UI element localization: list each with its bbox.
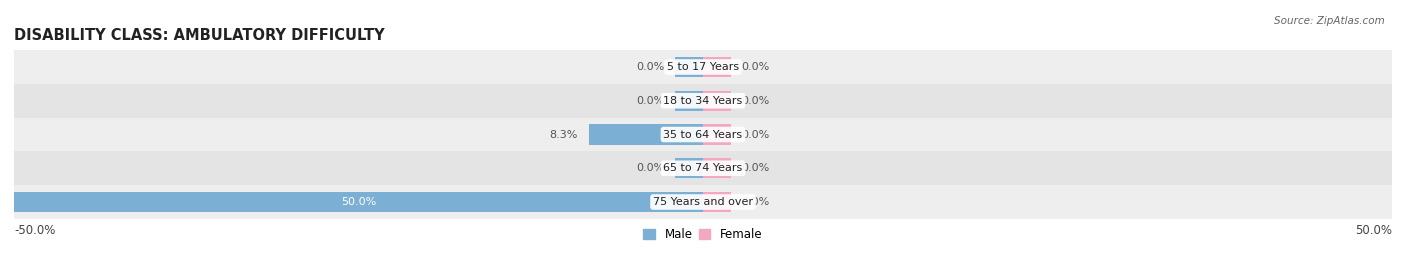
- Bar: [14, 185, 1392, 219]
- Text: 50.0%: 50.0%: [1355, 224, 1392, 237]
- Text: Source: ZipAtlas.com: Source: ZipAtlas.com: [1274, 16, 1385, 26]
- Text: 0.0%: 0.0%: [636, 96, 665, 106]
- Text: 65 to 74 Years: 65 to 74 Years: [664, 163, 742, 173]
- Text: 18 to 34 Years: 18 to 34 Years: [664, 96, 742, 106]
- Text: 0.0%: 0.0%: [636, 163, 665, 173]
- Text: DISABILITY CLASS: AMBULATORY DIFFICULTY: DISABILITY CLASS: AMBULATORY DIFFICULTY: [14, 28, 385, 43]
- Text: 0.0%: 0.0%: [741, 197, 770, 207]
- Bar: [703, 158, 731, 178]
- Bar: [14, 118, 1392, 151]
- Bar: [675, 158, 703, 178]
- Bar: [703, 91, 731, 111]
- Text: 35 to 64 Years: 35 to 64 Years: [664, 129, 742, 140]
- Legend: Male, Female: Male, Female: [638, 223, 768, 246]
- Bar: [675, 57, 703, 77]
- Bar: [703, 57, 731, 77]
- Bar: [589, 124, 703, 145]
- Bar: [703, 124, 731, 145]
- Text: 0.0%: 0.0%: [741, 163, 770, 173]
- Text: -50.0%: -50.0%: [14, 224, 55, 237]
- Text: 50.0%: 50.0%: [340, 197, 377, 207]
- Bar: [14, 50, 1392, 84]
- Text: 0.0%: 0.0%: [741, 96, 770, 106]
- Bar: [675, 91, 703, 111]
- Bar: [14, 192, 703, 212]
- Bar: [703, 192, 731, 212]
- Bar: [14, 151, 1392, 185]
- Text: 75 Years and over: 75 Years and over: [652, 197, 754, 207]
- Text: 0.0%: 0.0%: [636, 62, 665, 72]
- Bar: [14, 84, 1392, 118]
- Text: 5 to 17 Years: 5 to 17 Years: [666, 62, 740, 72]
- Text: 0.0%: 0.0%: [741, 129, 770, 140]
- Text: 0.0%: 0.0%: [741, 62, 770, 72]
- Text: 8.3%: 8.3%: [550, 129, 578, 140]
